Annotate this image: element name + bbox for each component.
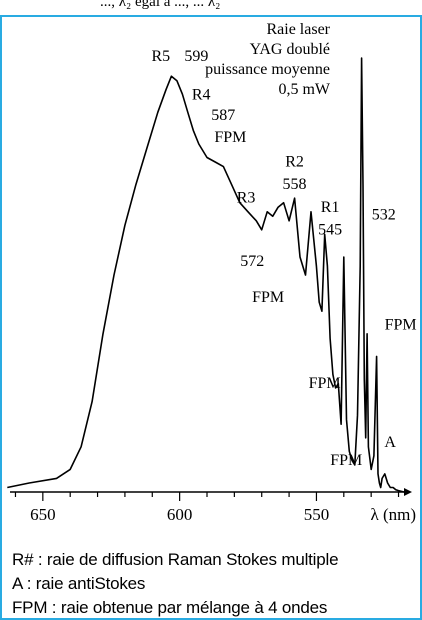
x-axis: 650 600 550 λ (nm) — [10, 488, 416, 524]
annotation-10: R3 — [237, 190, 256, 207]
annotation-2: puissance moyenne — [205, 61, 330, 78]
annotation-1: YAG doublé — [250, 41, 330, 58]
annotation-4: 532 — [372, 207, 396, 224]
x-tick-label-600: 600 — [167, 505, 193, 524]
annotation-20: A — [384, 434, 396, 451]
annotation-6: 599 — [184, 48, 208, 65]
annotation-18: FPM — [385, 316, 417, 333]
annotation-0: Raie laser — [266, 21, 330, 38]
annotation-7: R4 — [192, 86, 211, 103]
plot-area — [7, 57, 405, 493]
annotation-12: 558 — [283, 176, 307, 193]
annotation-17: FPM — [309, 375, 341, 392]
annotation-3: 0,5 mW — [278, 81, 330, 98]
annotation-19: FPM — [330, 452, 362, 469]
spectrum-line-0 — [7, 57, 405, 493]
annotation-14: 545 — [318, 221, 342, 238]
annotation-11: R2 — [285, 154, 304, 171]
x-tick-label-650: 650 — [30, 505, 56, 524]
x-axis-label: λ (nm) — [370, 505, 416, 524]
annotation-15: 572 — [240, 253, 264, 270]
caption-line-1: R# : raie de diffusion Raman Stokes mult… — [12, 550, 339, 569]
header-fragment: ..., λ₂ egal à ..., ... λ₂ — [100, 0, 221, 10]
caption-line-2: A : raie antiStokes — [12, 574, 146, 593]
annotation-9: FPM — [214, 129, 246, 146]
annotation-16: FPM — [252, 289, 284, 306]
x-tick-label-550: 550 — [304, 505, 330, 524]
annotation-13: R1 — [321, 199, 340, 216]
x-axis-arrow — [404, 488, 412, 496]
caption-line-3: FPM : raie obtenue par mélange à 4 ondes — [12, 598, 328, 617]
annotation-5: R5 — [151, 48, 170, 65]
annotation-8: 587 — [211, 107, 235, 124]
